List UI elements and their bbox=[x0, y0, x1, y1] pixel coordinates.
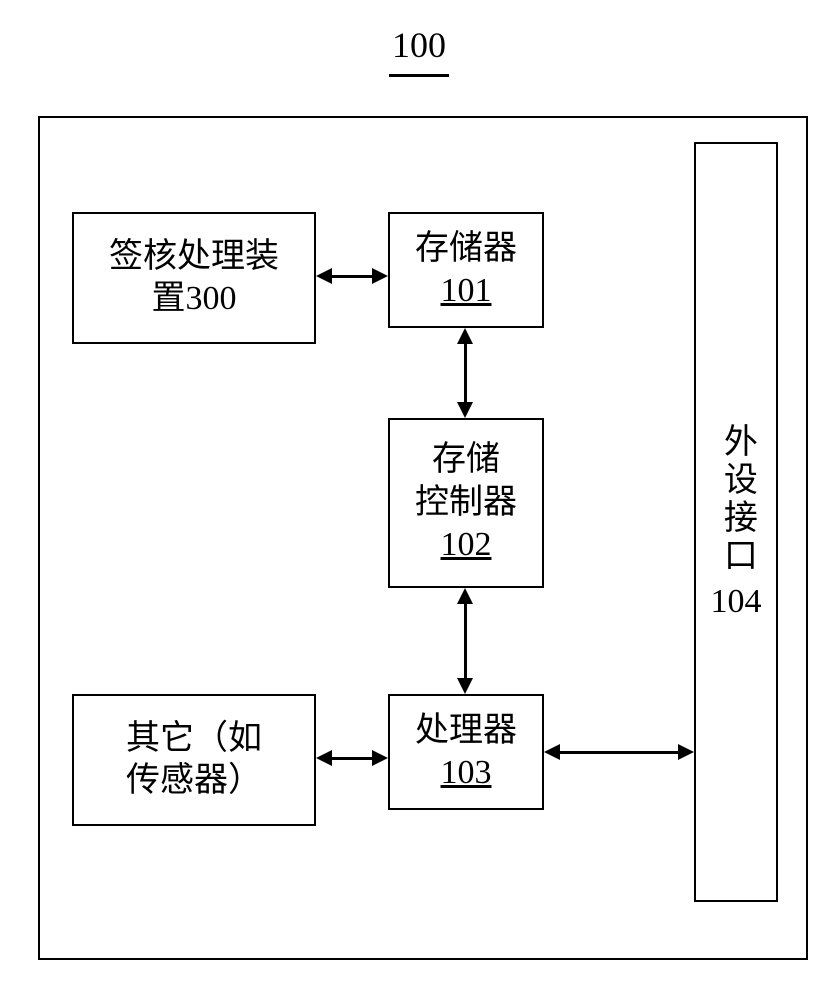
node-others-l1: 其它（如 bbox=[126, 718, 262, 761]
edge-others-processor-head-right bbox=[372, 750, 388, 766]
node-peripheral-interface: 外设接口 104 bbox=[694, 142, 778, 902]
edge-sign-memory-shaft bbox=[332, 275, 372, 278]
node-sign-device: 签核处理装 置300 bbox=[72, 212, 316, 344]
node-others-l2: 传感器） bbox=[126, 760, 262, 803]
node-storage-controller-l2: 控制器 bbox=[415, 482, 517, 525]
figure-number-text: 100 bbox=[392, 25, 446, 65]
edge-sign-memory-head-left bbox=[316, 268, 332, 284]
node-peripheral-label: 外设接口 bbox=[716, 423, 757, 575]
node-processor-label: 处理器 bbox=[415, 710, 517, 753]
edge-processor-peripheral-head-right bbox=[678, 744, 694, 760]
edge-memory-ctrl-head-down bbox=[457, 402, 473, 418]
node-storage-controller: 存储 控制器 102 bbox=[388, 418, 544, 588]
node-processor-num: 103 bbox=[441, 752, 492, 795]
edge-others-processor-head-left bbox=[316, 750, 332, 766]
diagram-stage: 100 签核处理装 置300 存储器 101 存储 控制器 102 其它（如 传… bbox=[0, 0, 838, 1000]
node-memory-label: 存储器 bbox=[415, 228, 517, 271]
edge-others-processor-shaft bbox=[332, 757, 372, 760]
node-memory-num: 101 bbox=[441, 270, 492, 313]
figure-number: 100 bbox=[389, 24, 449, 66]
node-storage-controller-num: 102 bbox=[441, 524, 492, 567]
edge-processor-peripheral-shaft bbox=[560, 751, 678, 754]
edge-memory-ctrl-shaft bbox=[464, 344, 467, 402]
edge-processor-peripheral-head-left bbox=[544, 744, 560, 760]
edge-ctrl-processor-head-up bbox=[457, 588, 473, 604]
node-peripheral-num: 104 bbox=[711, 583, 762, 621]
node-processor: 处理器 103 bbox=[388, 694, 544, 810]
figure-number-underline bbox=[389, 74, 449, 77]
edge-memory-ctrl-head-up bbox=[457, 328, 473, 344]
edge-ctrl-processor-shaft bbox=[464, 604, 467, 678]
node-others: 其它（如 传感器） bbox=[72, 694, 316, 826]
edge-ctrl-processor-head-down bbox=[457, 678, 473, 694]
node-memory: 存储器 101 bbox=[388, 212, 544, 328]
node-sign-device-line1: 签核处理装 bbox=[109, 236, 279, 279]
node-storage-controller-l1: 存储 bbox=[432, 439, 500, 482]
edge-sign-memory-head-right bbox=[372, 268, 388, 284]
node-sign-device-line2: 置300 bbox=[152, 278, 237, 321]
